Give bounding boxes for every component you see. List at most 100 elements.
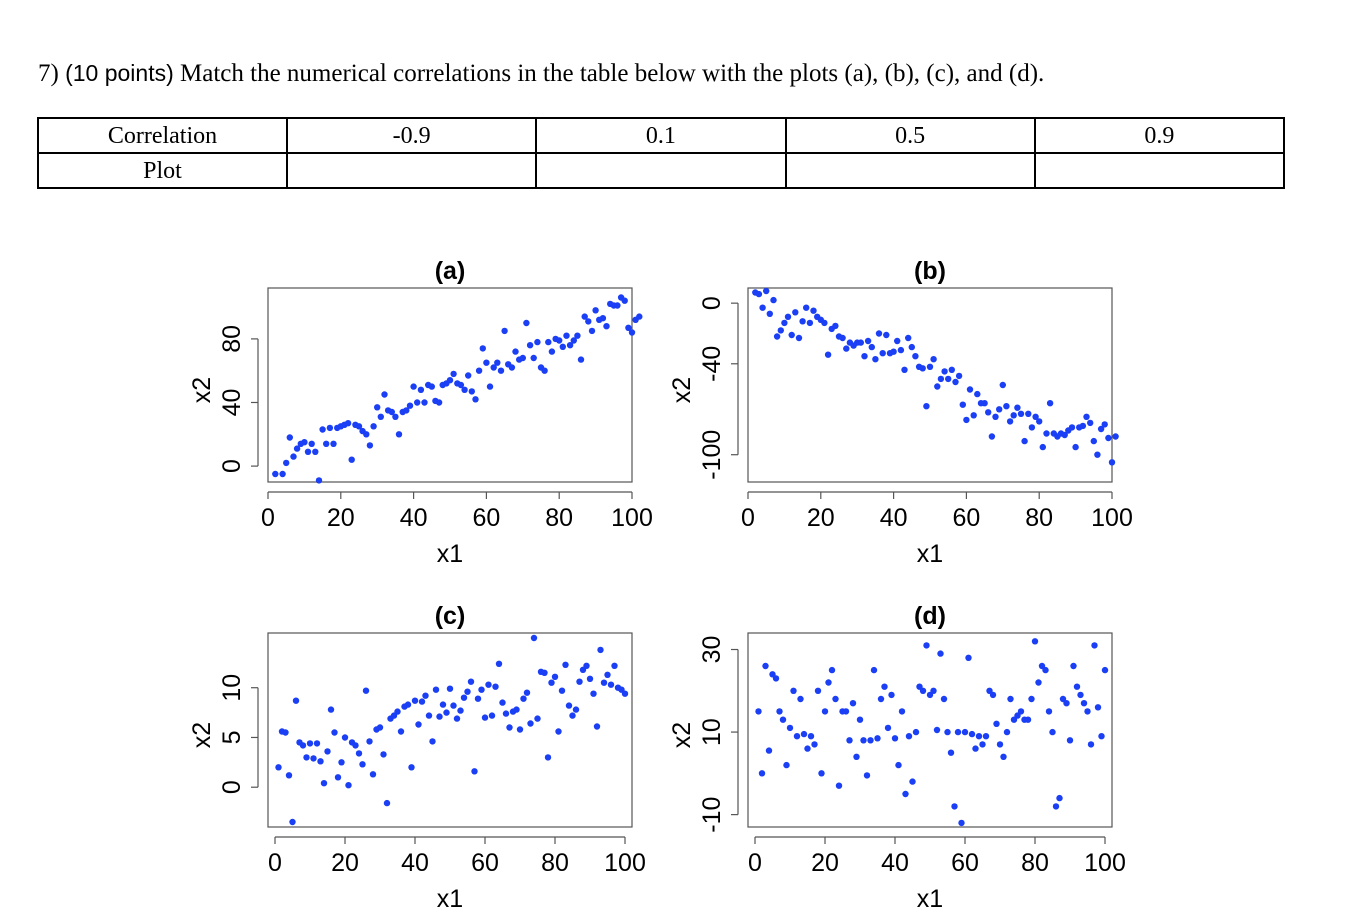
scatter-point <box>1006 418 1014 425</box>
scatter-point <box>467 678 475 685</box>
scatter-point <box>870 666 878 674</box>
scatter-point <box>446 685 454 692</box>
scatter-point <box>799 318 806 325</box>
x-tick-label: 80 <box>1025 504 1053 532</box>
scatter-point <box>327 706 335 713</box>
y-tick-label: 0 <box>218 780 246 794</box>
scatter-point <box>408 764 415 771</box>
scatter-point <box>1021 437 1028 445</box>
scatter-point <box>290 453 297 460</box>
scatter-point <box>814 687 822 694</box>
scatter-point <box>590 690 597 697</box>
scatter-point <box>1010 412 1017 419</box>
scatter-point <box>1000 753 1007 760</box>
x-tick-label: 0 <box>741 504 755 532</box>
x-tick-label: 60 <box>951 849 979 877</box>
x-tick-label: 80 <box>1021 849 1049 877</box>
question-number: 7) <box>38 60 59 87</box>
scatter-point <box>968 730 976 738</box>
scatter-point <box>966 386 974 393</box>
scatter-point <box>569 712 576 719</box>
x-tick-label: 20 <box>327 504 355 532</box>
scatter-point <box>464 688 471 695</box>
scatter-point <box>527 720 534 727</box>
scatter-point <box>488 712 496 719</box>
scatter-point <box>492 683 499 690</box>
scatter-point <box>286 434 293 441</box>
scatter-point <box>945 375 952 383</box>
scatter-point <box>600 679 608 686</box>
plot-answer-cell-3[interactable] <box>784 152 1036 189</box>
scatter-point <box>592 307 599 314</box>
scatter-point <box>1003 728 1011 736</box>
scatter-point <box>283 459 290 467</box>
scatter-point <box>369 771 377 778</box>
scatter-point <box>783 761 790 769</box>
scatter-point <box>526 342 534 349</box>
scatter-point <box>392 413 399 420</box>
scatter-point <box>1043 430 1050 437</box>
scatter-point <box>832 695 839 703</box>
scatter-point <box>937 375 945 383</box>
y-axis-label: x2 <box>668 377 696 403</box>
scatter-point <box>1025 410 1032 417</box>
scatter-point <box>621 297 628 304</box>
scatter-point <box>888 691 895 699</box>
scatter-point <box>804 745 811 752</box>
scatter-point <box>912 353 919 360</box>
scatter-point <box>306 740 314 747</box>
scatter-point <box>282 729 289 736</box>
scatter-point <box>558 687 566 694</box>
scatter-point <box>909 778 916 785</box>
plot-answer-cell-1[interactable] <box>285 152 538 189</box>
scatter-point <box>970 412 977 419</box>
scatter-point <box>897 346 905 354</box>
scatter-point <box>597 646 604 654</box>
scatter-point <box>1046 400 1054 407</box>
x-tick-label: 80 <box>545 504 573 532</box>
scatter-point <box>824 351 832 358</box>
scatter-point <box>1031 638 1039 645</box>
scatter-point <box>275 764 282 771</box>
scatter-point <box>506 724 513 731</box>
scatter-point <box>839 334 846 342</box>
scatter-point <box>1045 708 1053 715</box>
scatter-point <box>944 728 951 736</box>
scatter-point <box>781 319 788 327</box>
scatter-point <box>901 366 908 373</box>
scatter-point <box>486 383 494 390</box>
y-tick-label: -100 <box>698 430 726 480</box>
scatter-point <box>576 678 583 685</box>
scatter-point <box>1049 728 1056 736</box>
scatter-point <box>937 650 944 657</box>
scatter-point <box>1028 424 1036 431</box>
y-axis-label: x2 <box>188 377 216 403</box>
scatter-point <box>919 365 926 372</box>
scatter-point <box>320 780 328 787</box>
scatter-point <box>867 737 874 744</box>
scatter-point <box>923 642 930 649</box>
scatter-point <box>1066 737 1074 744</box>
scatter-point <box>457 707 464 714</box>
scatter-point <box>338 759 345 766</box>
x-axis-label: x1 <box>917 885 943 913</box>
scatter-point <box>988 433 996 440</box>
scatter-point <box>303 754 310 761</box>
correlation-value-2: 0.1 <box>535 117 787 154</box>
scatter-point <box>548 348 556 355</box>
question-text: 7) (10 points) Match the numerical corre… <box>38 60 1044 88</box>
x-tick-label: 0 <box>268 849 282 877</box>
scatter-point <box>891 735 899 742</box>
row-label-correlation: Correlation <box>37 117 288 154</box>
scatter-point <box>279 470 286 478</box>
scatter-point <box>628 329 636 336</box>
scatter-point <box>992 413 999 420</box>
scatter-point <box>806 319 814 327</box>
plot-answer-cell-2[interactable] <box>535 152 787 189</box>
scatter-point <box>825 679 832 686</box>
scatter-point <box>786 724 794 732</box>
scatter-point <box>502 710 510 717</box>
plot-answer-cell-4[interactable] <box>1033 152 1286 189</box>
scatter-point <box>383 799 391 807</box>
